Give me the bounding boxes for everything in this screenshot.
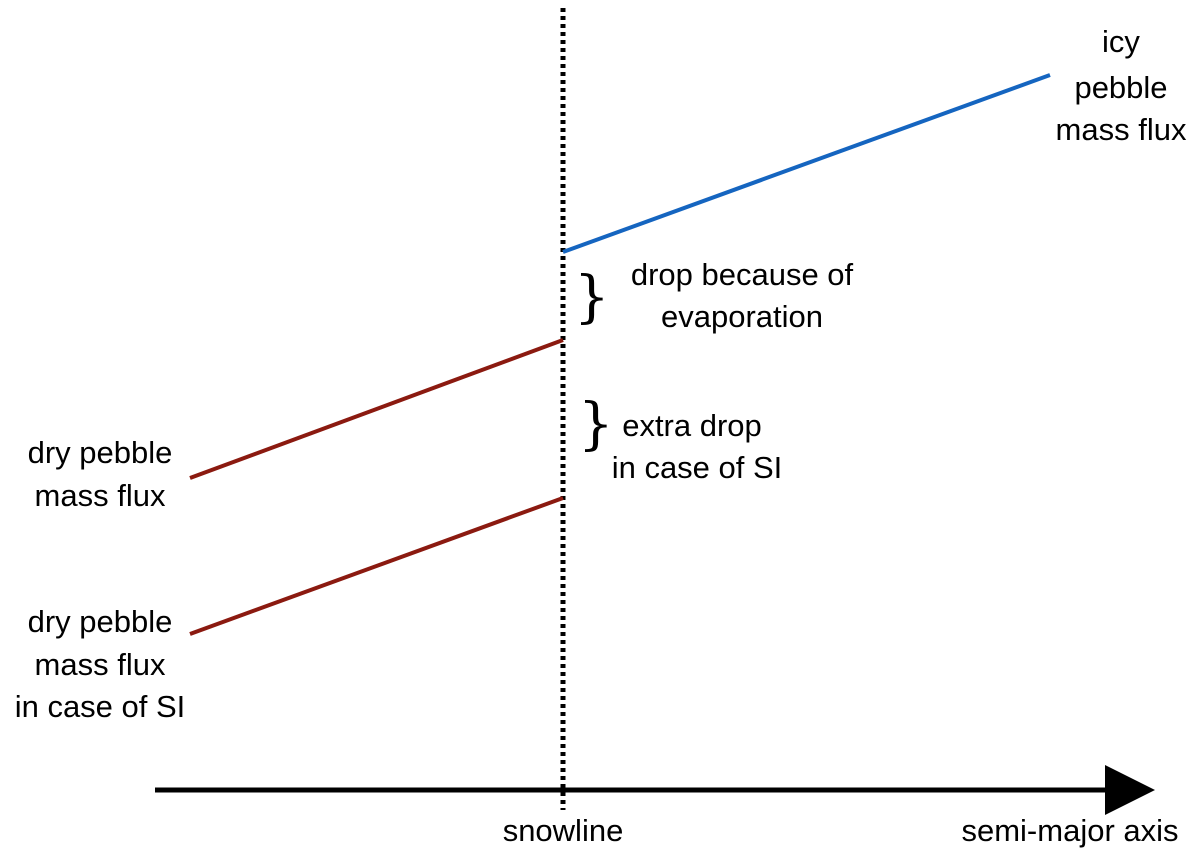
evaporation-drop-text: drop because of <box>631 257 854 292</box>
dry-flux-label: dry pebble mass flux <box>28 435 173 513</box>
si-drop-annotation: extra drop in case of SI <box>612 408 783 485</box>
dry-flux-label-line: dry pebble <box>28 435 173 470</box>
evaporation-brace: } <box>574 265 610 330</box>
evaporation-drop-annotation: drop because of evaporation <box>631 257 854 334</box>
dry-flux-si-label: dry pebble mass flux in case of SI <box>15 604 186 724</box>
icy-flux-label: icy pebble mass flux <box>1056 24 1187 147</box>
dry-flux-si-label-line: in case of SI <box>15 689 186 724</box>
si-drop-text: extra drop <box>622 408 762 443</box>
dry-flux-si-label-line: mass flux <box>35 647 166 682</box>
icy-flux-label-line: mass flux <box>1056 112 1187 147</box>
evaporation-drop-text: evaporation <box>661 299 823 334</box>
icy-flux-label-line: icy <box>1102 24 1140 59</box>
dry-flux-line <box>189 338 564 480</box>
x-axis-label: semi-major axis <box>961 813 1178 848</box>
snowline-label: snowline <box>503 813 624 848</box>
icy-flux-label-line: pebble <box>1074 70 1167 105</box>
icy-flux-line <box>562 73 1051 254</box>
si-brace: } <box>578 392 614 457</box>
dry-flux-label-line: mass flux <box>35 478 166 513</box>
dry-flux-si-line <box>189 496 564 636</box>
dry-flux-si-label-line: dry pebble <box>28 604 173 639</box>
si-drop-text: in case of SI <box>612 450 783 485</box>
